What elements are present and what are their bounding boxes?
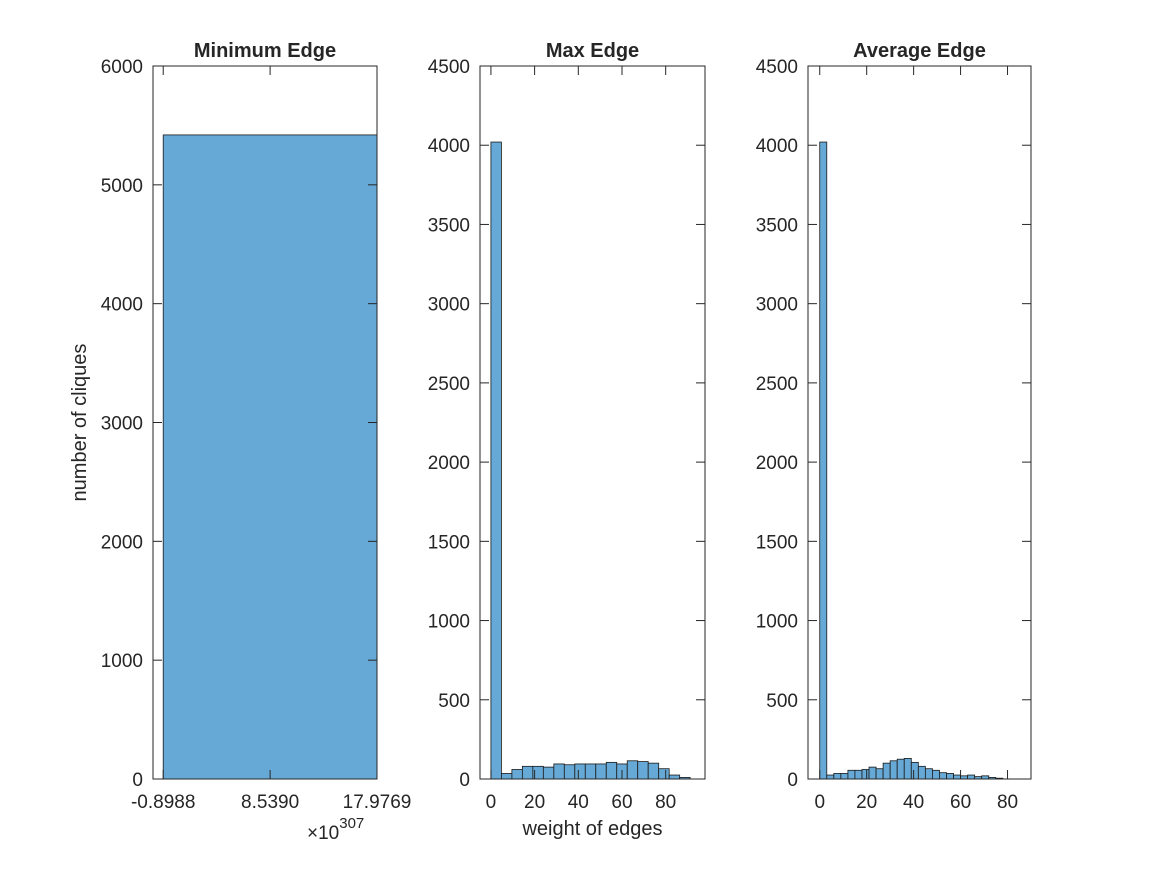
x-tick-label: 0 <box>814 792 825 813</box>
histogram-bar <box>574 763 586 780</box>
histogram-bar <box>840 773 849 780</box>
histogram-bar <box>563 764 576 780</box>
y-axis-label: number of cliques <box>69 344 91 502</box>
histogram-bar <box>889 760 898 780</box>
histogram-bar <box>605 761 618 780</box>
x-tick-label: 60 <box>950 792 971 813</box>
histogram-bar <box>490 141 502 780</box>
histogram-bar <box>658 768 670 780</box>
histogram-bar <box>511 769 523 780</box>
histogram-bar <box>542 766 555 780</box>
subplot-1: 0 1000 2000 3000 4000 5000 6000 -0.8988 8.5390 17… <box>69 40 411 844</box>
x-tick-label: 20 <box>856 792 877 813</box>
histogram-bar <box>553 763 565 780</box>
y-tick-label: 2000 <box>428 453 470 474</box>
y-tick-label: 1500 <box>756 532 798 553</box>
subplot-title: Minimum Edge <box>194 40 336 62</box>
y-tick-label: 6000 <box>101 57 143 78</box>
histogram-bar <box>162 134 378 780</box>
y-tick-label: 4500 <box>428 57 470 78</box>
x-tick-label: 20 <box>524 792 545 813</box>
histogram-bar <box>647 762 660 780</box>
histogram-bar <box>854 769 863 780</box>
y-tick-label: 0 <box>787 770 798 791</box>
y-tick-label: 4000 <box>428 136 470 157</box>
x-tick-label: 8.5390 <box>241 792 299 813</box>
y-tick-label: 2000 <box>756 453 798 474</box>
histogram-bar <box>917 765 926 780</box>
plot-area <box>480 66 705 779</box>
histogram-bar <box>875 768 884 780</box>
y-tick-label: 2000 <box>101 532 143 553</box>
x-tick-label: 80 <box>655 792 676 813</box>
x-axis-label: weight of edges <box>521 818 662 840</box>
axes-box <box>807 65 1032 780</box>
y-tick-label: 3500 <box>428 215 470 236</box>
plot-area <box>808 66 1031 779</box>
histogram-bar <box>868 766 877 780</box>
y-tick-label: 4500 <box>756 57 798 78</box>
histogram-bar <box>953 774 961 780</box>
y-tick-label: 3000 <box>101 414 143 435</box>
histogram-bar <box>896 758 905 780</box>
histogram-bar <box>826 774 835 780</box>
x-tick-label: 60 <box>611 792 632 813</box>
x-exponent: ×10307 <box>307 815 364 844</box>
histogram-bar <box>882 762 891 780</box>
histogram-bar <box>637 761 649 780</box>
y-tick-label: 1000 <box>101 651 143 672</box>
x-exponent-power: 307 <box>339 815 364 832</box>
subplot-title: Max Edge <box>546 40 639 62</box>
histogram-bar <box>967 774 976 780</box>
y-tick-label: 3000 <box>756 295 798 316</box>
y-tick-label: 0 <box>132 770 143 791</box>
x-tick-label: 40 <box>903 792 924 813</box>
x-tick-label: 17.9769 <box>343 792 412 813</box>
histogram-bar <box>861 769 870 780</box>
y-tick-label: 1000 <box>756 612 798 633</box>
x-exponent-base: ×10 <box>307 823 339 844</box>
histogram-bar <box>903 758 912 780</box>
y-tick-label: 500 <box>438 691 470 712</box>
y-tick-label: 2500 <box>756 374 798 395</box>
histogram-bar <box>910 761 919 780</box>
histogram-bar <box>819 141 828 780</box>
histogram-bar <box>932 769 940 780</box>
axes-box <box>479 65 706 780</box>
y-tick-label: 5000 <box>101 176 143 197</box>
x-tick-label: 80 <box>997 792 1018 813</box>
y-tick-label: 4000 <box>101 295 143 316</box>
x-tick-label: -0.8988 <box>131 792 195 813</box>
y-tick-label: 0 <box>459 770 470 791</box>
subplot-title: Average Edge <box>853 40 986 62</box>
y-tick-label: 4000 <box>756 136 798 157</box>
x-tick-label: 0 <box>486 792 497 813</box>
histogram-bar <box>939 772 947 780</box>
histogram-bar <box>584 763 597 780</box>
histogram-bar <box>626 760 639 780</box>
subplot-2: 0 500 1000 1500 2000 2500 3000 3500 4000 4500 0 20 4… <box>428 40 706 840</box>
y-tick-label: 1000 <box>428 612 470 633</box>
histogram-bar <box>847 769 856 780</box>
histogram-bar <box>521 765 534 780</box>
y-tick-label: 500 <box>766 691 798 712</box>
histogram-bar <box>924 768 933 780</box>
histogram-bar <box>501 773 513 780</box>
histogram-bar <box>595 763 607 780</box>
subplot-3: 0 500 1000 1500 2000 2500 3000 3500 4000 4500 0 20 4… <box>756 40 1032 813</box>
histogram-bar <box>833 773 842 780</box>
y-tick-label: 2500 <box>428 374 470 395</box>
y-tick-label: 3500 <box>756 215 798 236</box>
histogram-bar <box>668 774 681 780</box>
y-tick-label: 1500 <box>428 532 470 553</box>
histogram-bar <box>946 773 954 780</box>
y-tick-label: 3000 <box>428 295 470 316</box>
x-tick-label: 40 <box>568 792 589 813</box>
